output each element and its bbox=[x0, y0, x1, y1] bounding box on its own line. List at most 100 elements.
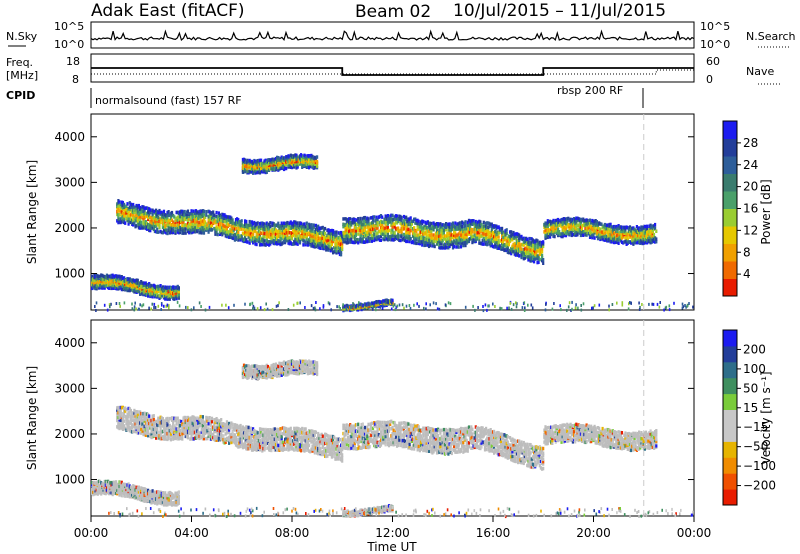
power-cell bbox=[417, 221, 420, 226]
velocity-cell bbox=[167, 426, 170, 430]
power-cell bbox=[368, 239, 371, 243]
power-cell bbox=[488, 224, 491, 228]
power-cell bbox=[220, 218, 223, 223]
power-cell bbox=[104, 281, 107, 285]
power-cell bbox=[250, 220, 254, 224]
velocity-cell bbox=[151, 414, 154, 418]
velocity-cell bbox=[118, 413, 121, 418]
power-cell bbox=[140, 212, 143, 217]
power-cell bbox=[100, 273, 103, 277]
power-cell bbox=[521, 243, 524, 247]
power-cell bbox=[620, 236, 624, 240]
power-cell bbox=[466, 239, 469, 244]
power-cell bbox=[350, 239, 353, 244]
power-cell bbox=[423, 243, 426, 248]
power-cell bbox=[497, 239, 500, 243]
velocity-cell bbox=[127, 406, 130, 411]
power-cell bbox=[530, 241, 533, 245]
power-cell bbox=[197, 214, 200, 219]
power-cell bbox=[606, 230, 609, 235]
power-cell bbox=[295, 166, 298, 170]
power-cell bbox=[222, 216, 225, 220]
power-cell bbox=[387, 217, 391, 221]
power-cell bbox=[322, 244, 325, 249]
power-cell bbox=[438, 239, 441, 243]
power-cell bbox=[376, 231, 379, 235]
power-cell bbox=[577, 217, 580, 221]
power-cell bbox=[202, 231, 206, 235]
power-noise-cell bbox=[277, 304, 279, 308]
power-cell bbox=[177, 289, 180, 294]
velocity-cell bbox=[152, 417, 155, 422]
power-cell bbox=[482, 236, 485, 241]
power-cell bbox=[401, 221, 404, 226]
power-noise-cell bbox=[110, 302, 112, 306]
power-cell bbox=[535, 252, 538, 256]
power-cell bbox=[145, 206, 148, 210]
power-cell bbox=[490, 241, 493, 245]
velocity-cell bbox=[140, 424, 143, 428]
velocity-cell bbox=[118, 426, 121, 431]
power-cell bbox=[273, 223, 276, 227]
power-cell bbox=[608, 222, 611, 227]
power-cell bbox=[582, 217, 585, 221]
power-noise-cell bbox=[574, 306, 577, 310]
power-cell bbox=[177, 295, 180, 299]
power-noise-cell bbox=[275, 304, 278, 308]
power-noise-cell bbox=[582, 302, 585, 306]
power-cell bbox=[534, 257, 537, 261]
velocity-cell bbox=[126, 427, 129, 432]
velocity-cell bbox=[173, 416, 176, 421]
power-noise-cell bbox=[673, 301, 675, 305]
power-cell bbox=[94, 278, 97, 283]
power-cell bbox=[216, 232, 219, 237]
power-noise-cell bbox=[371, 307, 374, 311]
power-cell bbox=[419, 220, 423, 224]
power-noise-cell bbox=[95, 309, 97, 312]
power-cell bbox=[254, 238, 257, 243]
power-cell bbox=[306, 157, 309, 161]
power-cell bbox=[185, 212, 188, 216]
velocity-cell bbox=[132, 412, 135, 416]
power-cell bbox=[482, 242, 485, 246]
velocity-cell bbox=[165, 437, 168, 441]
power-cell bbox=[127, 219, 130, 223]
power-noise-cell bbox=[638, 301, 640, 305]
power-cell bbox=[181, 226, 184, 231]
power-cell bbox=[265, 168, 268, 173]
velocity-cell bbox=[196, 423, 199, 427]
power-cell bbox=[515, 239, 518, 243]
power-cell bbox=[167, 290, 170, 294]
velocity-cell bbox=[192, 421, 195, 426]
velocity-cell bbox=[132, 424, 135, 428]
power-cell bbox=[400, 234, 403, 239]
power-cell bbox=[399, 238, 402, 243]
power-cell bbox=[260, 162, 263, 166]
power-noise-cell bbox=[416, 302, 418, 306]
power-noise-cell bbox=[425, 302, 427, 306]
power-cell bbox=[124, 214, 127, 218]
power-cell bbox=[418, 222, 421, 226]
power-cell bbox=[317, 224, 320, 229]
power-cell bbox=[137, 222, 140, 227]
power-cell bbox=[411, 219, 415, 224]
velocity-cell bbox=[184, 431, 187, 436]
power-cell bbox=[534, 247, 537, 251]
nsky-label: N.Sky bbox=[6, 30, 38, 43]
power-cell bbox=[502, 235, 505, 240]
power-cell bbox=[213, 213, 216, 217]
power-cell bbox=[494, 234, 497, 238]
power-cell bbox=[143, 288, 146, 292]
power-cell bbox=[124, 279, 127, 284]
power-noise-cell bbox=[249, 302, 252, 306]
power-cell bbox=[248, 241, 251, 245]
velocity-cell bbox=[155, 419, 158, 424]
power-cell bbox=[610, 230, 613, 234]
power-cell bbox=[159, 293, 162, 298]
power-cell bbox=[178, 228, 182, 233]
power-cell bbox=[616, 233, 619, 237]
power-cell bbox=[330, 247, 333, 251]
power-cell bbox=[96, 274, 99, 278]
power-cell bbox=[379, 219, 383, 224]
power-noise-cell bbox=[227, 306, 230, 310]
